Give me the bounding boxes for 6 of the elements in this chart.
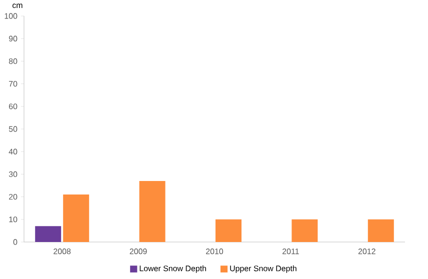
bar	[35, 226, 62, 242]
bar	[63, 194, 90, 242]
bar	[215, 219, 242, 242]
bar	[368, 219, 394, 242]
bar	[292, 219, 318, 242]
bar	[139, 180, 166, 242]
